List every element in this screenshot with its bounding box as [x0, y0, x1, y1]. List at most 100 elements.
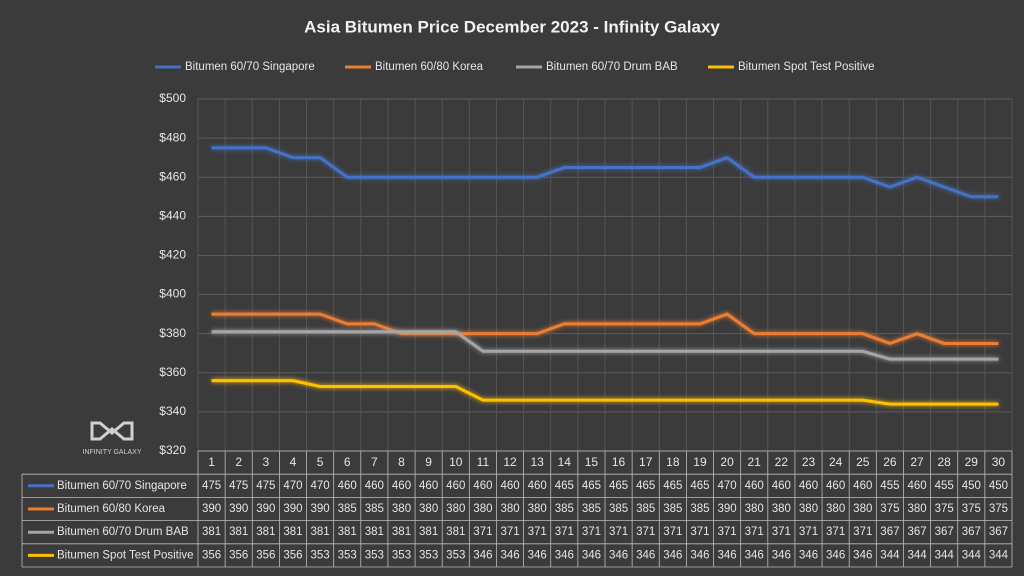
table-value: 470 [718, 480, 737, 492]
y-tick-label: $380 [159, 326, 186, 340]
table-value: 465 [555, 480, 574, 492]
x-tick-label: 19 [693, 455, 707, 469]
table-value: 380 [799, 503, 818, 515]
table-value: 381 [229, 526, 248, 538]
x-tick-label: 28 [937, 455, 951, 469]
table-value: 390 [718, 503, 737, 515]
table-value: 385 [690, 503, 709, 515]
table-value: 385 [663, 503, 682, 515]
table-series-label: Bitumen 60/80 Korea [57, 503, 166, 515]
logo [90, 421, 134, 441]
table-value: 380 [826, 503, 845, 515]
table-value: 465 [609, 480, 628, 492]
watermark: INFINITY GALAXY [83, 449, 142, 456]
x-tick-label: 9 [425, 455, 432, 469]
table-value: 367 [907, 526, 926, 538]
table-value: 380 [772, 503, 791, 515]
table-value: 380 [500, 503, 519, 515]
table-value: 380 [745, 503, 764, 515]
series-line [211, 312, 999, 346]
table-value: 381 [256, 526, 275, 538]
table-value: 385 [609, 503, 628, 515]
table-value: 460 [745, 480, 764, 492]
table-series-label: Bitumen Spot Test Positive [57, 549, 194, 561]
table-value: 371 [555, 526, 574, 538]
table-value: 470 [311, 480, 330, 492]
x-tick-label: 2 [235, 455, 242, 469]
table-value: 460 [338, 480, 357, 492]
table-value: 346 [690, 549, 709, 561]
table-value: 344 [962, 549, 982, 561]
table-value: 460 [853, 480, 872, 492]
table-value: 460 [500, 480, 519, 492]
x-tick-label: 18 [666, 455, 680, 469]
y-tick-label: $480 [159, 130, 186, 144]
table-value: 371 [853, 526, 872, 538]
table-value: 385 [582, 503, 601, 515]
table-value: 371 [772, 526, 791, 538]
logo-mark [90, 421, 134, 441]
table-value: 460 [772, 480, 791, 492]
table-value: 465 [636, 480, 655, 492]
y-tick-label: $340 [159, 404, 186, 418]
x-tick-label: 5 [317, 455, 324, 469]
table-value: 460 [799, 480, 818, 492]
table-value: 371 [799, 526, 818, 538]
table-value: 450 [962, 480, 981, 492]
x-tick-label: 27 [910, 455, 924, 469]
legend-label: Bitumen 60/70 Singapore [185, 61, 315, 73]
table-value: 380 [392, 503, 411, 515]
y-tick-label: $440 [159, 209, 186, 223]
table-value: 346 [528, 549, 547, 561]
table-value: 346 [663, 549, 682, 561]
table-value: 346 [718, 549, 737, 561]
table-value: 356 [283, 549, 302, 561]
table-value: 371 [473, 526, 492, 538]
table-value: 455 [935, 480, 954, 492]
y-tick-label: $500 [159, 91, 186, 105]
table-value: 371 [636, 526, 655, 538]
table-value: 390 [229, 503, 248, 515]
x-tick-label: 30 [992, 455, 1006, 469]
series-line [211, 146, 999, 199]
table-value: 380 [907, 503, 926, 515]
x-tick-label: 20 [720, 455, 734, 469]
table-value: 470 [283, 480, 302, 492]
table-value: 344 [880, 549, 900, 561]
table-value: 381 [338, 526, 357, 538]
table-value: 390 [256, 503, 275, 515]
table-value: 367 [935, 526, 954, 538]
x-tick-label: 22 [775, 455, 789, 469]
table-value: 381 [446, 526, 465, 538]
table-value: 346 [772, 549, 791, 561]
table-value: 371 [718, 526, 737, 538]
table-value: 460 [392, 480, 411, 492]
y-tick-label: $460 [159, 169, 186, 183]
x-tick-label: 26 [883, 455, 897, 469]
table-value: 371 [500, 526, 519, 538]
chart-title: Asia Bitumen Price December 2023 - Infin… [304, 17, 720, 36]
table-value: 353 [365, 549, 384, 561]
y-tick-label: $320 [159, 443, 186, 457]
table-value: 371 [582, 526, 601, 538]
table-value: 381 [311, 526, 330, 538]
x-tick-label: 3 [262, 455, 269, 469]
x-tick-label: 8 [398, 455, 405, 469]
table-value: 346 [745, 549, 764, 561]
table-value: 465 [582, 480, 601, 492]
table-value: 371 [745, 526, 764, 538]
series-line [211, 330, 999, 361]
x-tick-label: 15 [585, 455, 599, 469]
table-value: 367 [989, 526, 1008, 538]
table-value: 371 [826, 526, 845, 538]
table-value: 380 [419, 503, 438, 515]
table-value: 344 [935, 549, 955, 561]
table-value: 375 [935, 503, 954, 515]
table-value: 385 [338, 503, 357, 515]
table-value: 371 [690, 526, 709, 538]
table-value: 460 [907, 480, 926, 492]
table-value: 344 [989, 549, 1009, 561]
table-value: 380 [446, 503, 465, 515]
table-value: 346 [582, 549, 601, 561]
